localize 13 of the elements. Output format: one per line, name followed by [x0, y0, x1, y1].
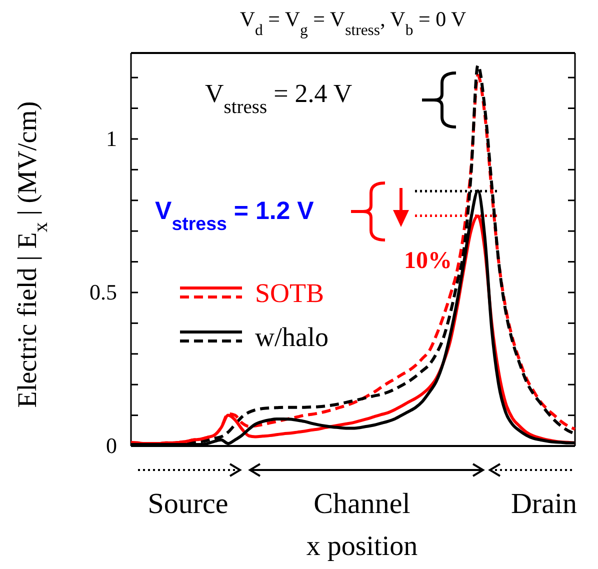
text: Channel: [314, 488, 410, 520]
legend-label: SOTB: [255, 278, 324, 308]
text: Source: [148, 488, 228, 520]
annotation: V$_{stress}$ = 1.2 V: [155, 197, 314, 234]
x-axis-title: x position: [306, 531, 418, 562]
legend-label: w/halo: [255, 322, 328, 352]
annotation: V$_{stress}$ = 2.4 V: [205, 79, 352, 118]
y-tick-label: 0.5: [90, 280, 117, 305]
y-tick-label: 0: [106, 433, 117, 458]
y-tick-label: 1: [106, 126, 117, 152]
chart-title: V$_{d}$ = V$_{g}$ = V$_{stress}$, V$_{b}$ = 0 V: [240, 7, 466, 38]
annotation: 10%: [404, 248, 452, 274]
text: Drain: [510, 488, 578, 520]
